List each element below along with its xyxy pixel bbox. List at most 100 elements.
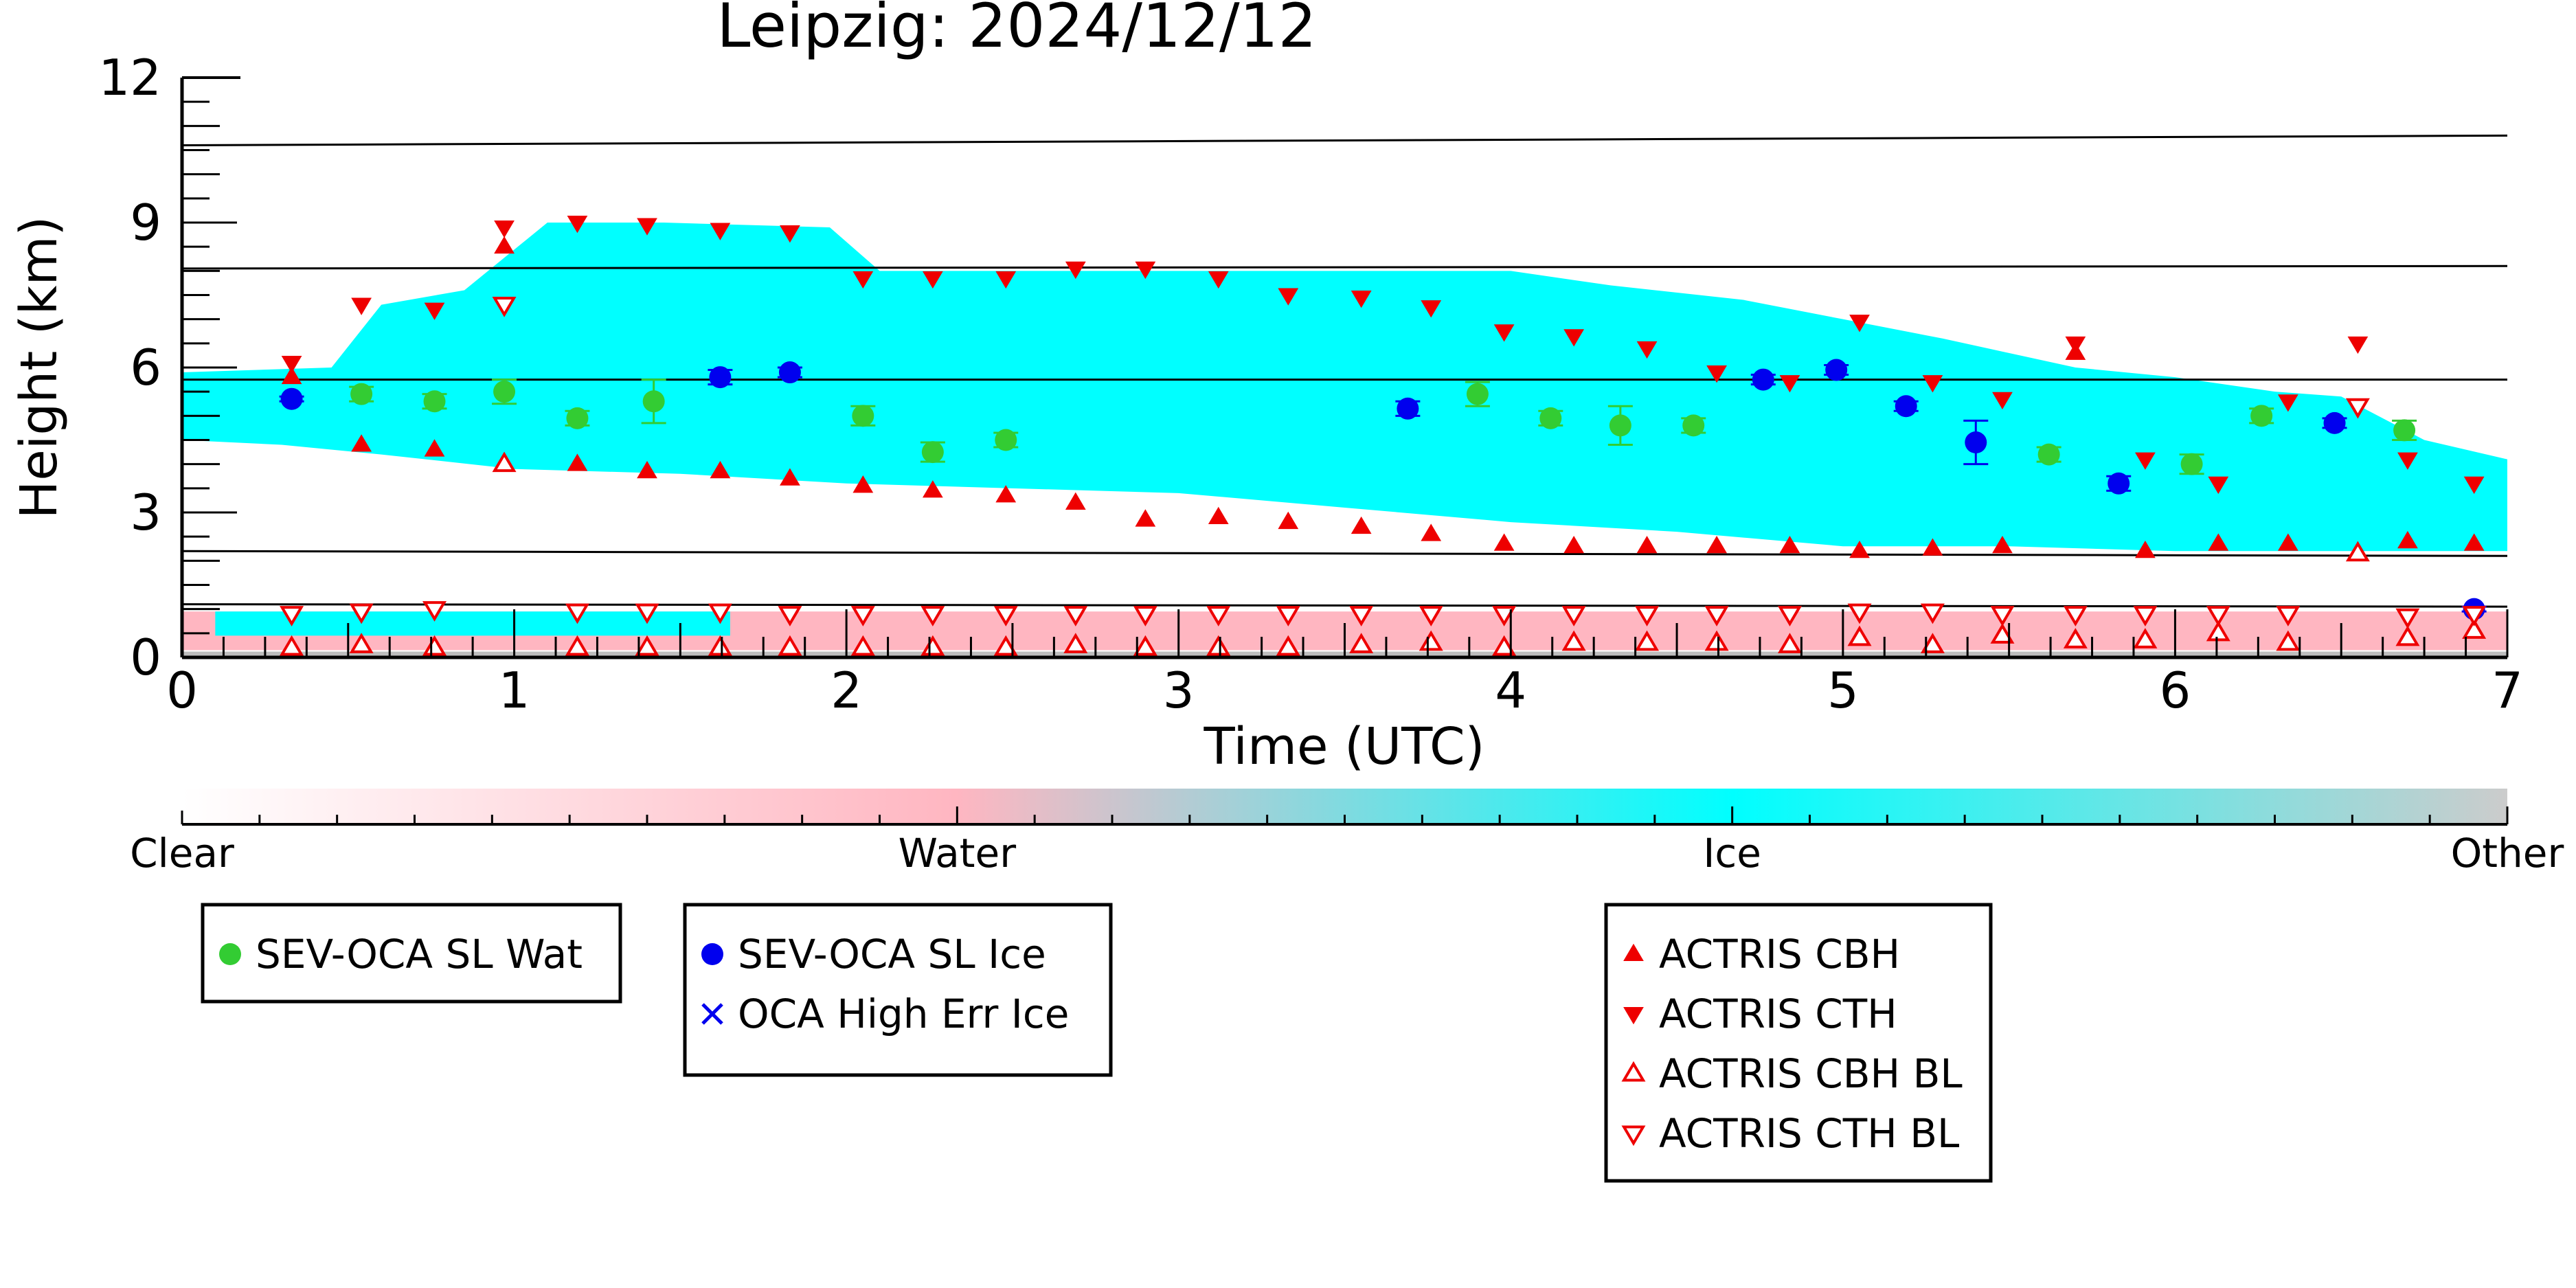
point <box>2277 394 2298 412</box>
point <box>2462 606 2487 626</box>
chart-title: Leipzig: 2024/12/12 <box>716 0 1316 61</box>
data-markers <box>279 215 2487 656</box>
point <box>423 390 446 413</box>
x-tick-label: 0 <box>166 662 198 719</box>
point <box>493 381 516 403</box>
point <box>565 603 589 624</box>
point <box>995 429 1017 451</box>
point <box>1706 535 1727 554</box>
legend-label: OCA High Err Ice <box>738 991 1069 1037</box>
x-tick-label: 5 <box>1827 662 1859 719</box>
point <box>852 475 874 493</box>
legend-frame <box>201 903 622 1004</box>
point <box>708 635 732 656</box>
legend-marker <box>1623 1006 1644 1025</box>
legend-frame <box>1604 903 1993 1183</box>
point <box>2133 606 2158 626</box>
legend-frame <box>683 903 1113 1077</box>
reference-line-3 <box>182 550 2507 557</box>
point <box>1421 523 1442 541</box>
legend-marker <box>701 1003 723 1025</box>
point <box>2463 533 2485 551</box>
point <box>1276 635 1300 656</box>
legend-box-2: SEV-OCA SL Ice OCA High Err Ice <box>683 903 1113 1077</box>
point <box>780 225 800 243</box>
point <box>565 635 589 656</box>
point <box>567 215 588 234</box>
point <box>1135 509 1156 527</box>
point <box>1704 606 1729 626</box>
point <box>1208 506 1229 525</box>
x-tick-label: 3 <box>1163 662 1195 719</box>
point <box>1421 300 1442 318</box>
point <box>778 361 801 384</box>
legend-item: SEV-OCA SL Wat <box>219 931 583 978</box>
point <box>494 236 515 254</box>
point <box>1351 516 1372 534</box>
point <box>2206 620 2230 642</box>
point <box>995 485 1017 503</box>
point <box>1563 329 1585 347</box>
point <box>1561 606 1586 626</box>
point <box>1990 606 2015 626</box>
point <box>710 223 731 240</box>
point <box>778 635 802 656</box>
x-tick-label: 1 <box>499 662 530 719</box>
point <box>1777 633 1802 653</box>
legend-item: ACTRIS CTH <box>1623 991 1897 1037</box>
point <box>637 218 657 236</box>
point <box>1492 635 1517 656</box>
point <box>1419 606 1443 626</box>
legend-box-3: ACTRIS CBH ACTRIS CTH ACTRIS CBH BL ACTRIS … <box>1604 903 1993 1183</box>
y-axis-label: Height (km) <box>10 216 69 519</box>
point <box>1609 414 1631 437</box>
point <box>1135 261 1156 280</box>
point <box>424 439 445 457</box>
phase-colorbar: Clear Water Ice Other <box>130 789 2564 877</box>
point <box>2037 443 2060 466</box>
x-tick-label: 7 <box>2492 662 2523 719</box>
point <box>852 405 874 427</box>
point <box>2397 452 2418 470</box>
point <box>349 633 374 653</box>
point <box>1779 375 1800 393</box>
point <box>1397 397 1419 420</box>
point <box>635 635 659 656</box>
point <box>1992 392 2013 409</box>
series-actris-cth <box>281 215 2485 495</box>
point <box>1752 368 1774 391</box>
point <box>642 390 665 413</box>
point <box>1133 606 1157 626</box>
point <box>2208 476 2229 495</box>
point <box>1920 603 1945 624</box>
point <box>1493 533 1515 551</box>
point <box>2135 541 2156 558</box>
point <box>1466 383 1489 405</box>
point <box>850 606 875 626</box>
point <box>2397 530 2418 549</box>
phase-background <box>182 223 2507 657</box>
legend-label: ACTRIS CBH <box>1659 931 1900 978</box>
legend-item: ACTRIS CBH <box>1623 931 1900 978</box>
colorbar-label-other: Other <box>2451 830 2564 877</box>
point <box>567 453 588 471</box>
point <box>635 603 659 624</box>
point <box>922 271 943 289</box>
legend-item: ACTRIS CBH BL <box>1621 1050 1963 1097</box>
legend: SEV-OCA SL Wat SEV-OCA SL Ice OCA High Err… <box>201 903 1993 1183</box>
point <box>1682 414 1705 437</box>
y-tick-label: 6 <box>130 339 161 396</box>
legend-item: OCA High Err Ice <box>701 991 1069 1037</box>
point <box>1922 538 1943 556</box>
point <box>1965 431 1987 454</box>
point <box>2206 606 2230 626</box>
point <box>1825 359 1848 381</box>
colorbar-label-clear: Clear <box>130 830 234 877</box>
legend-box-1: SEV-OCA SL Wat <box>201 903 622 1004</box>
point <box>2393 419 2416 442</box>
reference-lines <box>182 134 2507 608</box>
series-actris-cth-bl <box>280 297 2487 629</box>
series-actris-cbh-bl <box>280 451 2487 656</box>
